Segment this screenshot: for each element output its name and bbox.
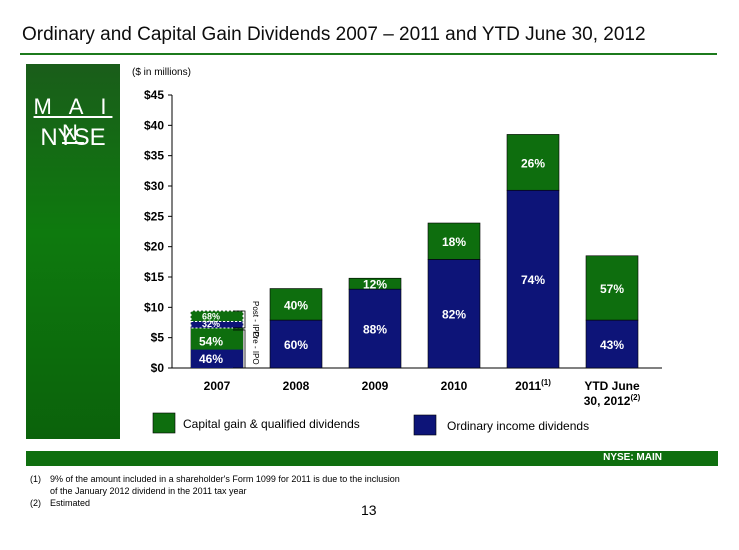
bar-label-capital: 12% bbox=[363, 278, 387, 292]
bar-2007-pre-ipo-ordinary bbox=[191, 349, 243, 368]
y-tick-label: $45 bbox=[144, 88, 164, 102]
bar-label-2007-pre-ordinary: 46% bbox=[199, 352, 223, 366]
bar-label-capital: 18% bbox=[442, 235, 466, 249]
dividend-bar-chart: $0 $5 $10 $15 $20 $25 $30 $35 $40 $45 46% 54% 68%32%… bbox=[144, 88, 662, 436]
y-tick-label: $40 bbox=[144, 118, 164, 132]
y-tick-label: $15 bbox=[144, 270, 164, 284]
bar-label-ordinary: 43% bbox=[600, 338, 624, 352]
brand-exchange: NYSE bbox=[40, 124, 106, 151]
x-tick-superscript: (2) bbox=[630, 393, 640, 402]
legend-label-capital: Capital gain & qualified dividends bbox=[183, 417, 360, 431]
footnote-marker: (2) bbox=[30, 498, 41, 508]
y-tick-label: $20 bbox=[144, 240, 164, 254]
y-tick-label: $5 bbox=[151, 331, 165, 345]
page-number: 13 bbox=[361, 502, 377, 518]
y-tick-label: $35 bbox=[144, 149, 164, 163]
bar-label-2007-pre-capital: 54% bbox=[199, 335, 223, 349]
bar-capital-ytd bbox=[585, 255, 639, 321]
y-tick-label: $10 bbox=[144, 300, 164, 314]
bar-2007-pre-ipo-capital bbox=[191, 327, 243, 350]
pre-ipo-bracket bbox=[233, 329, 246, 369]
post-ipo-bracket bbox=[233, 310, 246, 329]
bar-capital-2008 bbox=[269, 288, 323, 321]
footer-exchange-tag: NYSE: MAIN bbox=[603, 452, 662, 463]
bar-label-ordinary: 82% bbox=[442, 308, 466, 322]
bar-capital-2010 bbox=[427, 222, 481, 260]
footer-bar: NYSE: MAIN bbox=[26, 451, 718, 466]
pre-ipo-label: Pre - IPO bbox=[251, 331, 260, 364]
x-tick-label: 2007 bbox=[204, 379, 231, 393]
footnote-2: (2) Estimated bbox=[30, 497, 400, 509]
bar-capital-2009 bbox=[348, 277, 402, 290]
bar-2007-post-ipo-ordinary bbox=[190, 320, 244, 329]
bar-label-capital: 57% bbox=[600, 282, 624, 296]
footnote-text: 9% of the amount included in a sharehold… bbox=[50, 474, 400, 496]
post-ipo-label: Post - IPO bbox=[251, 301, 260, 338]
legend-swatch-ordinary bbox=[413, 414, 437, 436]
footnotes: (1) 9% of the amount included in a share… bbox=[30, 473, 400, 509]
footnote-marker: (1) bbox=[30, 474, 41, 484]
x-tick-label: 2008 bbox=[283, 379, 310, 393]
bar-label-ordinary: 74% bbox=[521, 273, 545, 287]
bar-label-2007-post-ordinary: 32% bbox=[202, 319, 220, 329]
x-tick-label: YTD June bbox=[584, 379, 640, 393]
bar-label-ordinary: 88% bbox=[363, 323, 387, 337]
title-divider bbox=[20, 53, 717, 55]
y-tick-label: $30 bbox=[144, 179, 164, 193]
bar-ordinary-2010 bbox=[427, 259, 481, 369]
x-tick-label: 2010 bbox=[441, 379, 468, 393]
brand-name: M A I N bbox=[33, 94, 113, 145]
x-tick-label: 2011(1) bbox=[515, 378, 551, 393]
bar-ordinary-2011 bbox=[506, 189, 560, 369]
page-title: Ordinary and Capital Gain Dividends 2007… bbox=[22, 24, 646, 45]
y-tick-label: $0 bbox=[151, 361, 165, 375]
footnote-1: (1) 9% of the amount included in a share… bbox=[30, 473, 400, 497]
bar-ordinary-2009 bbox=[348, 288, 402, 369]
y-tick-label: $25 bbox=[144, 209, 164, 223]
x-tick-superscript: (1) bbox=[541, 378, 551, 387]
bar-label-capital: 40% bbox=[284, 298, 308, 312]
bar-label-ordinary: 60% bbox=[284, 338, 308, 352]
legend-label-ordinary: Ordinary income dividends bbox=[447, 419, 589, 433]
legend-swatch-capital bbox=[152, 412, 176, 434]
x-tick-label-line2: 30, 2012(2) bbox=[584, 393, 641, 408]
chart-unit-note: ($ in millions) bbox=[132, 67, 191, 78]
bar-label-capital: 26% bbox=[521, 156, 545, 170]
footnote-text: Estimated bbox=[50, 498, 91, 508]
bar-capital-2011 bbox=[506, 134, 560, 191]
bar-label-2007-post-capital: 68% bbox=[202, 311, 220, 321]
x-tick-label: 2009 bbox=[362, 379, 389, 393]
brand-panel: M A I N NYSE bbox=[26, 64, 120, 439]
